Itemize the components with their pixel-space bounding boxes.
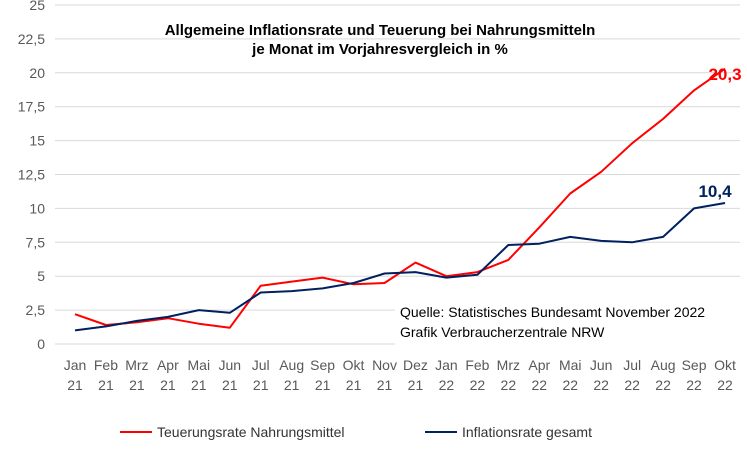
x-tick-label-year: 21 — [98, 377, 114, 393]
y-tick-label: 5 — [37, 268, 45, 284]
x-tick-label-year: 22 — [655, 377, 671, 393]
x-tick-label-year: 21 — [346, 377, 362, 393]
x-tick-label-year: 22 — [624, 377, 640, 393]
x-tick-label: Apr — [528, 357, 550, 373]
x-tick-label-year: 22 — [439, 377, 455, 393]
y-tick-label: 17,5 — [18, 99, 45, 115]
legend-label-inflation: Inflationsrate gesamt — [462, 424, 592, 440]
x-tick-label: Jun — [590, 357, 613, 373]
credit-annotation: Grafik Verbraucherzentrale NRW — [400, 324, 605, 340]
x-tick-label: Mai — [559, 357, 582, 373]
x-tick-label: Mrz — [125, 357, 148, 373]
x-tick-label-year: 22 — [717, 377, 733, 393]
y-tick-label: 12,5 — [18, 167, 45, 183]
source-annotation: Quelle: Statistisches Bundesamt November… — [400, 304, 705, 320]
x-tick-label-year: 21 — [129, 377, 145, 393]
y-tick-label: 25 — [29, 0, 45, 13]
series-line-food — [75, 69, 725, 328]
x-tick-label: Feb — [465, 357, 489, 373]
x-tick-label-year: 21 — [377, 377, 393, 393]
x-tick-label: Aug — [651, 357, 676, 373]
x-tick-label: Jul — [623, 357, 641, 373]
x-tick-label: Okt — [714, 357, 736, 373]
x-tick-label: Apr — [157, 357, 179, 373]
legend: Teuerungsrate Nahrungsmittel Inflationsr… — [120, 424, 592, 440]
x-tick-label-year: 21 — [222, 377, 238, 393]
series-lines — [75, 69, 725, 331]
y-tick-label: 2,5 — [26, 302, 46, 318]
y-tick-label: 0 — [37, 336, 45, 352]
x-tick-label: Aug — [279, 357, 304, 373]
y-tick-label: 20 — [29, 65, 45, 81]
legend-label-food: Teuerungsrate Nahrungsmittel — [157, 424, 345, 440]
x-tick-label: Jan — [64, 357, 87, 373]
x-tick-label-year: 22 — [562, 377, 578, 393]
x-tick-label-year: 22 — [686, 377, 702, 393]
y-tick-label: 10 — [29, 200, 45, 216]
x-tick-label: Mai — [188, 357, 211, 373]
x-tick-label: Nov — [372, 357, 397, 373]
x-tick-label-year: 21 — [315, 377, 331, 393]
x-tick-label: Mrz — [497, 357, 520, 373]
x-tick-label: Jun — [218, 357, 241, 373]
y-axis-ticks: 0 2,5 5 7,5 10 12,5 15 17,5 20 22,5 25 — [18, 0, 45, 352]
x-tick-label-year: 22 — [501, 377, 517, 393]
x-tick-label-year: 21 — [408, 377, 424, 393]
x-tick-label-year: 22 — [470, 377, 486, 393]
x-tick-label: Jul — [252, 357, 270, 373]
x-tick-label: Jan — [435, 357, 458, 373]
x-tick-label-year: 22 — [593, 377, 609, 393]
x-tick-label-year: 22 — [531, 377, 547, 393]
x-tick-label-year: 21 — [67, 377, 83, 393]
x-tick-label: Sep — [310, 357, 335, 373]
food-end-label: 20,3 — [708, 65, 741, 84]
y-tick-label: 22,5 — [18, 31, 45, 47]
chart-title: Allgemeine Inflationsrate und Teuerung b… — [165, 22, 596, 39]
y-tick-label: 7,5 — [26, 234, 46, 250]
y-tick-label: 15 — [29, 133, 45, 149]
x-tick-label: Sep — [682, 357, 707, 373]
x-tick-label: Feb — [94, 357, 118, 373]
x-axis-ticks: Jan 21 Feb 21 Mrz 21 Apr 21 Mai 21 Jun 21 Jul 21 Aug 21… — [64, 357, 736, 393]
x-tick-label: Dez — [403, 357, 428, 373]
x-tick-label: Okt — [343, 357, 365, 373]
x-tick-label-year: 21 — [253, 377, 269, 393]
x-tick-label-year: 21 — [160, 377, 176, 393]
inflation-end-label: 10,4 — [698, 182, 732, 201]
x-tick-label-year: 21 — [191, 377, 207, 393]
chart-subtitle: je Monat im Vorjahresvergleich in % — [251, 41, 508, 58]
x-tick-label-year: 21 — [284, 377, 300, 393]
